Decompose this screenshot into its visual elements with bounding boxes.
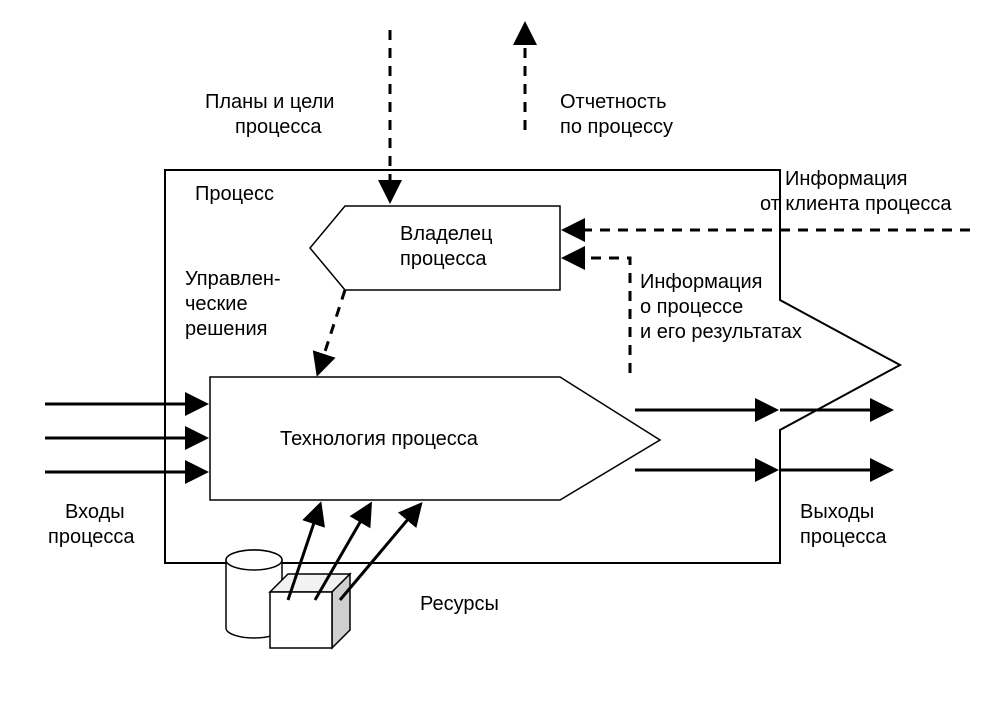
label-client-info-l1: Информация <box>785 168 907 190</box>
label-outputs-l2: процесса <box>800 526 887 548</box>
label-client-info-l2: от клиента процесса <box>760 193 952 215</box>
label-decisions-l2: ческие <box>185 293 248 315</box>
label-report-l1: Отчетность <box>560 91 667 113</box>
label-inputs-l2: процесса <box>48 526 135 548</box>
arrow-process-info <box>565 258 630 373</box>
label-plans-l2: процесса <box>235 116 322 138</box>
label-owner-l2: процесса <box>400 248 487 270</box>
label-process: Процесс <box>195 183 274 205</box>
label-resources: Ресурсы <box>420 593 499 615</box>
label-proc-info-l1: Информация <box>640 271 762 293</box>
label-plans-l1: Планы и цели <box>205 91 334 113</box>
label-owner-l1: Владелец <box>400 223 493 245</box>
label-proc-info-l3: и его результатах <box>640 321 802 343</box>
label-report-l2: по процессу <box>560 116 673 138</box>
arrow-res3 <box>340 505 420 600</box>
label-decisions-l1: Управлен- <box>185 268 281 290</box>
resource-cube <box>270 574 350 648</box>
arrow-owner-down <box>318 290 345 373</box>
label-decisions-l3: решения <box>185 318 267 340</box>
label-inputs-l1: Входы <box>65 501 125 523</box>
label-proc-info-l2: о процессе <box>640 296 743 318</box>
label-technology: Технология процесса <box>280 428 479 450</box>
label-outputs-l1: Выходы <box>800 501 874 523</box>
